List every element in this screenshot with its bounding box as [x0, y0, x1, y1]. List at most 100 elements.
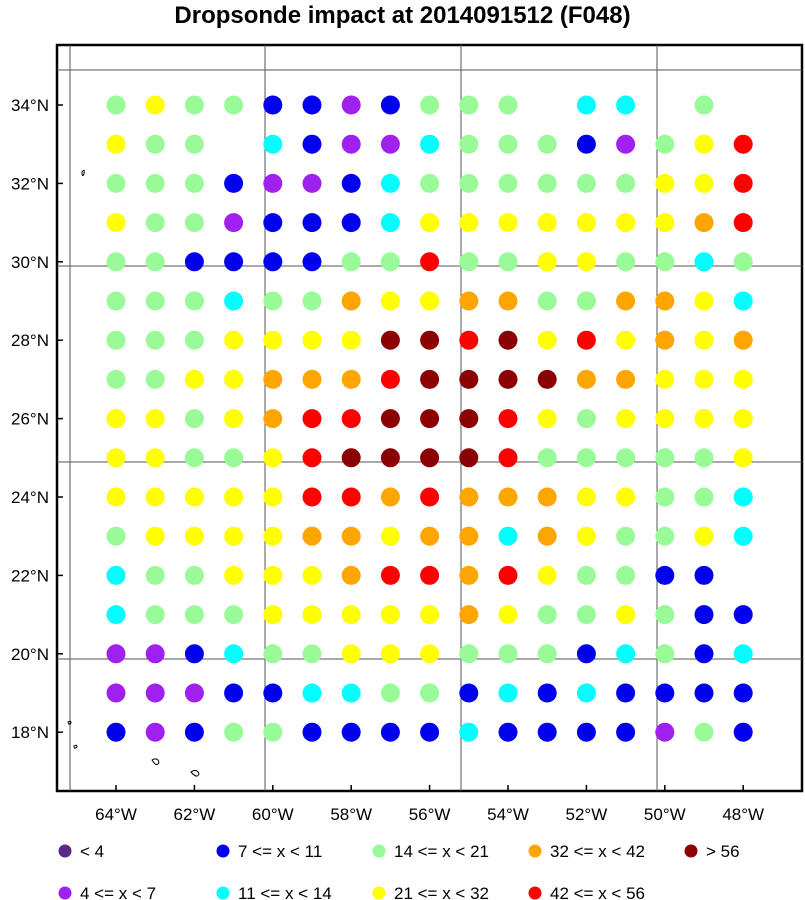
impact-dot: [537, 213, 557, 233]
impact-dot: [459, 644, 479, 664]
impact-dot: [106, 605, 126, 625]
impact-dot: [694, 448, 714, 468]
impact-dot: [224, 683, 244, 703]
impact-dot: [655, 526, 675, 546]
impact-dot: [498, 565, 518, 585]
impact-dot: [341, 134, 361, 154]
impact-dot: [184, 173, 204, 193]
impact-dot: [694, 369, 714, 389]
impact-dot: [616, 291, 636, 311]
impact-dot: [459, 722, 479, 742]
impact-dot: [616, 565, 636, 585]
impact-dot: [184, 95, 204, 115]
legend-label: < 4: [80, 842, 104, 861]
legend-swatch: [372, 886, 386, 900]
island-2: [67, 720, 72, 725]
impact-dot: [420, 683, 440, 703]
impact-dot: [459, 369, 479, 389]
impact-dot: [145, 565, 165, 585]
impact-dot: [459, 213, 479, 233]
impact-dot: [380, 683, 400, 703]
impact-dot: [537, 526, 557, 546]
impact-dot: [263, 565, 283, 585]
lat-tick-label: 20°N: [11, 645, 49, 664]
legend-label: 7 <= x < 11: [238, 842, 322, 861]
impact-dot: [420, 487, 440, 507]
impact-dot: [537, 369, 557, 389]
impact-dot: [263, 644, 283, 664]
impact-dot: [106, 291, 126, 311]
coastline: [67, 169, 200, 777]
impact-dot: [498, 487, 518, 507]
impact-dot: [655, 330, 675, 350]
impact-dot: [184, 605, 204, 625]
impact-dot: [616, 134, 636, 154]
impact-dot: [380, 252, 400, 272]
impact-dot: [263, 330, 283, 350]
impact-dot: [733, 409, 753, 429]
impact-dot: [302, 644, 322, 664]
impact-dot: [224, 213, 244, 233]
impact-dot: [420, 291, 440, 311]
impact-dot: [341, 526, 361, 546]
impact-dot: [733, 213, 753, 233]
impact-dot: [498, 644, 518, 664]
impact-dot: [733, 134, 753, 154]
legend-label: 4 <= x < 7: [80, 884, 156, 900]
impact-dot: [576, 330, 596, 350]
impact-dot: [263, 683, 283, 703]
impact-dot: [420, 213, 440, 233]
impact-dot: [224, 565, 244, 585]
legend-label: 14 <= x < 21: [394, 842, 489, 861]
impact-dot: [498, 605, 518, 625]
impact-dot: [106, 330, 126, 350]
impact-dot: [459, 683, 479, 703]
impact-dot: [694, 252, 714, 272]
impact-dot: [498, 409, 518, 429]
impact-dot: [694, 95, 714, 115]
impact-dot: [420, 565, 440, 585]
impact-dot: [302, 213, 322, 233]
impact-dot: [498, 95, 518, 115]
impact-dot: [655, 565, 675, 585]
legend-swatch: [58, 844, 72, 858]
impact-dot: [498, 448, 518, 468]
impact-dot: [655, 213, 675, 233]
island-3: [73, 744, 78, 749]
impact-dot: [263, 252, 283, 272]
impact-dot: [145, 252, 165, 272]
lat-tick-label: 24°N: [11, 488, 49, 507]
impact-dots: [106, 95, 753, 742]
impact-dot: [341, 565, 361, 585]
impact-dot: [420, 134, 440, 154]
impact-dot: [733, 252, 753, 272]
legend-label: 11 <= x < 14: [238, 884, 332, 900]
impact-dot: [733, 722, 753, 742]
impact-dot: [263, 605, 283, 625]
impact-dot: [420, 526, 440, 546]
impact-dot: [184, 683, 204, 703]
impact-dot: [420, 252, 440, 272]
impact-dot: [616, 448, 636, 468]
impact-dot: [616, 369, 636, 389]
impact-dot: [694, 487, 714, 507]
impact-dot: [184, 330, 204, 350]
impact-dot: [302, 95, 322, 115]
impact-dot: [655, 448, 675, 468]
impact-dot: [224, 173, 244, 193]
impact-dot: [145, 526, 165, 546]
impact-dot: [733, 291, 753, 311]
impact-dot: [302, 565, 322, 585]
impact-dot: [380, 409, 400, 429]
impact-dot: [145, 291, 165, 311]
impact-dot: [380, 291, 400, 311]
impact-dot: [224, 369, 244, 389]
impact-dot: [459, 409, 479, 429]
impact-dot: [655, 173, 675, 193]
impact-dot: [576, 722, 596, 742]
impact-dot: [616, 487, 636, 507]
impact-dot: [420, 173, 440, 193]
impact-dot: [498, 252, 518, 272]
impact-dot: [380, 644, 400, 664]
impact-dot: [224, 605, 244, 625]
